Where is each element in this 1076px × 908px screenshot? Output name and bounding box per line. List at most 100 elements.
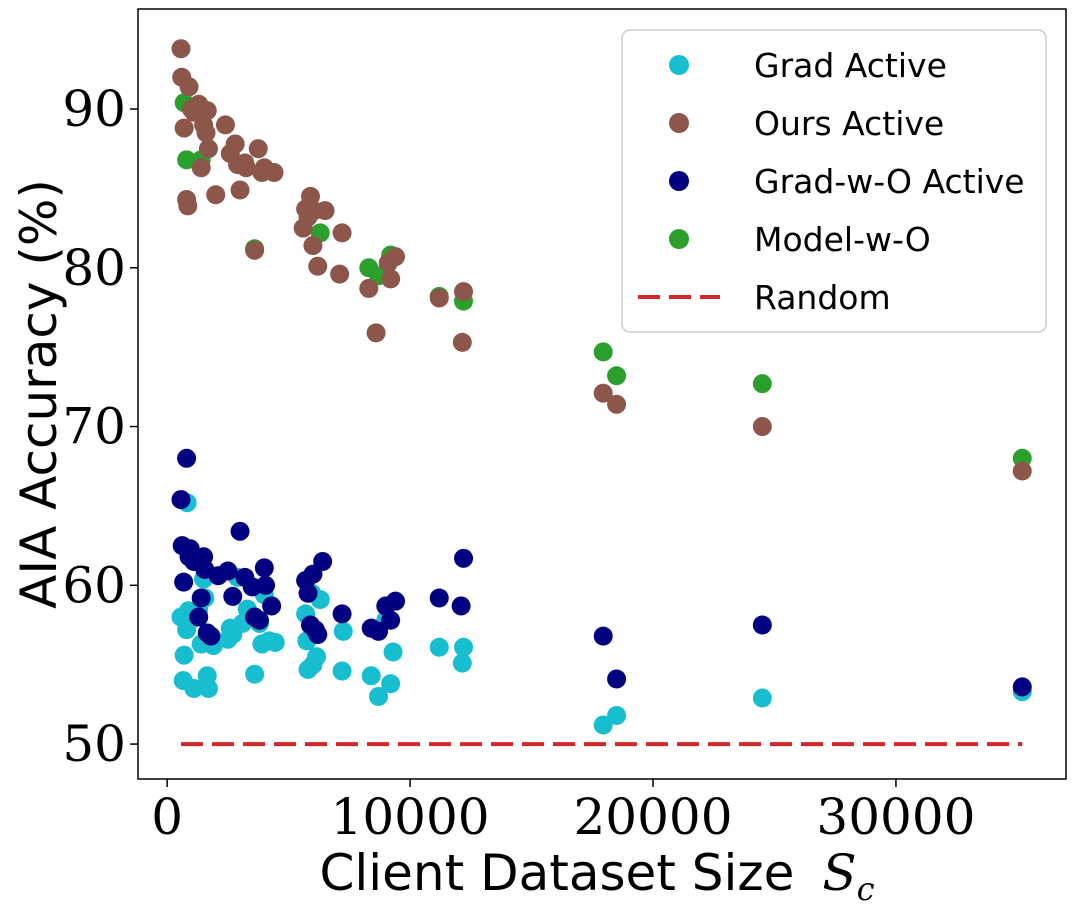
point-grad-w-o-active-21: [254, 558, 274, 578]
point-ours-active-33: [308, 256, 328, 276]
point-grad-active-36: [333, 621, 353, 641]
x-axis-ticks: 0 10000 20000 30000: [151, 779, 975, 846]
point-ours-active-47: [752, 417, 772, 437]
point-grad-w-o-active-39: [451, 596, 471, 616]
point-ours-active-36: [332, 223, 352, 243]
legend-swatch-ours-active: [669, 113, 689, 133]
point-grad-w-o-active-31: [332, 604, 352, 624]
x-axis-label-symbol: S: [822, 844, 856, 902]
point-grad-active-44: [452, 653, 472, 673]
point-grad-active-46: [607, 705, 627, 725]
point-ours-active-9: [191, 158, 211, 178]
x-tick-label-1: 10000: [331, 788, 490, 846]
point-grad-w-o-active-14: [218, 561, 238, 581]
point-grad-w-o-active-0: [171, 490, 191, 510]
x-tick-label-2: 20000: [573, 788, 732, 846]
point-ours-active-46: [607, 394, 627, 414]
y-tick-label-0: 50: [62, 715, 126, 773]
point-ours-active-22: [245, 240, 265, 260]
point-grad-active-38: [369, 686, 389, 706]
point-model-w-o-12: [752, 374, 772, 394]
point-grad-w-o-active-8: [191, 588, 211, 608]
point-grad-w-o-active-3: [177, 448, 197, 468]
point-grad-w-o-active-37: [429, 588, 449, 608]
point-grad-active-35: [332, 661, 352, 681]
point-grad-w-o-active-33: [369, 621, 389, 641]
y-tick-label-2: 70: [62, 398, 126, 456]
point-grad-w-o-active-2: [174, 572, 194, 592]
point-model-w-o-10: [593, 342, 613, 362]
point-ours-active-41: [386, 247, 406, 267]
point-grad-active-2: [174, 645, 194, 665]
point-ours-active-35: [330, 264, 350, 284]
x-tick-label-3: 30000: [816, 788, 975, 846]
y-tick-label-1: 60: [62, 556, 126, 614]
point-ours-active-26: [264, 163, 284, 183]
point-grad-active-45: [593, 715, 613, 735]
point-grad-w-o-active-7: [189, 607, 209, 627]
plot-area: [137, 8, 1067, 780]
x-axis-label: Client Dataset Size Sc: [319, 844, 874, 908]
point-grad-active-37: [361, 666, 381, 686]
point-ours-active-0: [171, 39, 191, 59]
point-grad-w-o-active-20: [249, 610, 269, 630]
point-ours-active-21: [236, 158, 256, 178]
legend-label-random: Random: [754, 278, 891, 317]
point-grad-w-o-active-29: [308, 625, 328, 645]
point-grad-active-27: [265, 632, 285, 652]
point-grad-active-40: [383, 642, 403, 662]
point-ours-active-15: [215, 115, 235, 135]
point-ours-active-5: [179, 77, 199, 97]
point-grad-w-o-active-15: [223, 586, 243, 606]
legend: Grad Active Ours Active Grad-w-O Active Mod…: [621, 29, 1047, 333]
point-grad-active-33: [307, 647, 327, 667]
point-grad-active-42: [429, 637, 449, 657]
point-ours-active-11: [196, 123, 216, 143]
legend-frame: [621, 29, 1047, 333]
point-grad-active-14: [198, 679, 218, 699]
point-grad-w-o-active-25: [298, 583, 318, 603]
point-ours-active-38: [366, 323, 386, 343]
point-grad-w-o-active-42: [752, 615, 772, 635]
point-grad-active-43: [454, 637, 474, 657]
y-axis-label: AIA Accuracy (%): [10, 179, 68, 609]
legend-label-grad-active: Grad Active: [754, 46, 947, 85]
y-axis-ticks: 50 60 70 80 90: [62, 80, 138, 773]
point-grad-w-o-active-35: [381, 610, 401, 630]
point-ours-active-37: [359, 278, 379, 298]
point-ours-active-13: [198, 139, 218, 159]
legend-label-model-w-o: Model-w-O: [754, 220, 931, 259]
point-grad-active-47: [752, 688, 772, 708]
x-axis-label-subscript: c: [857, 870, 875, 908]
point-grad-w-o-active-30: [313, 551, 333, 571]
point-grad-w-o-active-41: [607, 669, 627, 689]
point-ours-active-43: [454, 282, 474, 302]
point-grad-active-22: [245, 664, 265, 684]
point-grad-w-o-active-22: [256, 575, 276, 595]
point-ours-active-31: [303, 236, 323, 256]
y-tick-label-4: 90: [62, 80, 126, 138]
point-ours-active-4: [178, 196, 198, 216]
point-grad-w-o-active-38: [454, 548, 474, 568]
point-grad-w-o-active-23: [262, 596, 282, 616]
point-ours-active-14: [206, 185, 226, 205]
point-ours-active-17: [225, 134, 245, 154]
point-grad-w-o-active-16: [230, 521, 250, 541]
point-ours-active-40: [381, 269, 401, 289]
point-ours-active-19: [230, 180, 250, 200]
point-ours-active-2: [174, 118, 194, 138]
point-ours-active-44: [452, 332, 472, 352]
point-model-w-o-11: [607, 366, 627, 386]
point-ours-active-42: [429, 288, 449, 308]
point-grad-w-o-active-36: [386, 591, 406, 611]
point-grad-w-o-active-12: [201, 626, 221, 646]
point-ours-active-12: [197, 101, 217, 121]
point-ours-active-23: [248, 139, 268, 159]
x-tick-label-0: 0: [151, 788, 183, 846]
legend-label-grad-w-o-active: Grad-w-O Active: [754, 162, 1025, 201]
data-marks: [171, 39, 1032, 747]
point-model-w-o-1: [177, 150, 197, 170]
point-ours-active-30: [300, 186, 320, 206]
point-grad-active-41: [381, 674, 401, 694]
